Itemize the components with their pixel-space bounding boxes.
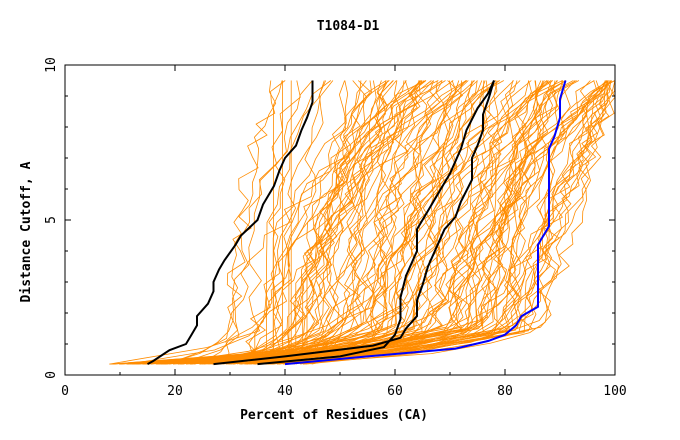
x-tick-label: 0 xyxy=(61,384,69,399)
chart-title: T1084-D1 xyxy=(317,19,380,34)
y-tick-label: 5 xyxy=(44,216,59,224)
y-axis-label: Distance Cutoff, A xyxy=(19,161,34,302)
model-curve xyxy=(199,80,367,365)
model-curve xyxy=(289,80,348,365)
x-tick-label: 80 xyxy=(497,384,513,399)
model-curve xyxy=(299,80,397,365)
highlight-blue-line xyxy=(284,80,567,366)
model-curve xyxy=(203,80,615,365)
model-curve xyxy=(246,80,576,365)
model-curve xyxy=(133,80,612,365)
model-curve xyxy=(182,80,377,365)
model-curve xyxy=(263,80,610,365)
model-curve xyxy=(278,80,521,365)
model-curve xyxy=(112,80,462,365)
model-curve xyxy=(177,80,608,365)
model-curve xyxy=(258,80,368,365)
model-curve xyxy=(237,80,394,365)
model-curve xyxy=(262,80,387,365)
model-curve xyxy=(260,80,434,365)
x-axis-label: Percent of Residues (CA) xyxy=(240,408,428,423)
model-curve xyxy=(240,80,547,365)
model-curve xyxy=(128,80,313,365)
model-curve xyxy=(119,80,591,365)
x-tick-label: 60 xyxy=(387,384,403,399)
model-curve xyxy=(228,80,500,365)
highlight-black-1-line xyxy=(147,80,314,365)
model-curve xyxy=(157,80,476,365)
model-curve xyxy=(190,80,446,365)
model-curve xyxy=(109,80,453,365)
model-curve xyxy=(305,80,486,365)
model-curve xyxy=(270,80,432,365)
model-curve xyxy=(179,80,467,365)
model-curve xyxy=(233,80,496,365)
model-curve xyxy=(275,80,362,365)
model-curve xyxy=(172,80,564,365)
model-curve xyxy=(265,80,532,365)
model-curve xyxy=(135,80,607,365)
model-curve xyxy=(177,80,332,365)
model-curve xyxy=(222,80,421,365)
model-curve xyxy=(218,80,468,365)
model-curve xyxy=(160,80,499,365)
x-tick-label: 100 xyxy=(603,384,626,399)
model-curve xyxy=(295,80,486,365)
model-curve xyxy=(165,80,286,365)
model-curve xyxy=(136,80,595,365)
model-curve xyxy=(272,80,390,365)
model-curve xyxy=(130,80,598,365)
model-curve xyxy=(271,80,457,365)
model-curve xyxy=(245,80,407,365)
model-curve xyxy=(245,80,563,365)
model-curve xyxy=(194,80,373,365)
model-curve xyxy=(180,80,421,365)
highlight-black-2-line xyxy=(213,80,495,366)
model-curve xyxy=(272,80,504,365)
model-curve xyxy=(254,80,334,365)
model-curve xyxy=(282,80,616,365)
model-curve xyxy=(277,80,606,365)
model-curve xyxy=(234,80,327,365)
model-curve xyxy=(311,80,580,365)
model-curve xyxy=(211,80,410,365)
model-curve xyxy=(302,80,422,365)
model-curve xyxy=(272,80,542,365)
model-curve xyxy=(142,80,612,365)
model-curve xyxy=(214,80,567,365)
model-curve xyxy=(253,80,574,365)
model-curve xyxy=(163,80,559,365)
model-curve xyxy=(161,80,607,365)
model-curve xyxy=(289,80,616,365)
model-curve xyxy=(266,80,325,365)
model-curve xyxy=(155,80,559,365)
model-curve xyxy=(288,80,443,365)
model-curve xyxy=(243,80,515,365)
model-curve xyxy=(300,80,552,365)
model-curve xyxy=(259,80,476,365)
model-curve xyxy=(254,80,474,365)
y-tick-label: 10 xyxy=(44,57,59,73)
model-curve xyxy=(268,80,608,365)
plot-area xyxy=(109,80,616,366)
model-curve xyxy=(143,80,612,365)
model-curve xyxy=(225,80,277,365)
y-tick-label: 0 xyxy=(44,371,59,379)
x-tick-label: 20 xyxy=(167,384,183,399)
model-curve xyxy=(249,80,566,365)
axes: 0 20 40 60 80 100 0 5 10 xyxy=(44,57,627,399)
model-curve xyxy=(230,80,467,365)
model-curve xyxy=(167,80,423,365)
model-curve xyxy=(218,80,464,365)
model-curve xyxy=(159,80,469,365)
highlight-black-3-line xyxy=(257,80,495,366)
model-curve xyxy=(169,80,427,365)
x-tick-label: 40 xyxy=(277,384,293,399)
model-curve xyxy=(126,80,500,365)
model-curve xyxy=(150,80,443,365)
model-curve xyxy=(290,80,296,365)
model-curve xyxy=(288,80,445,365)
